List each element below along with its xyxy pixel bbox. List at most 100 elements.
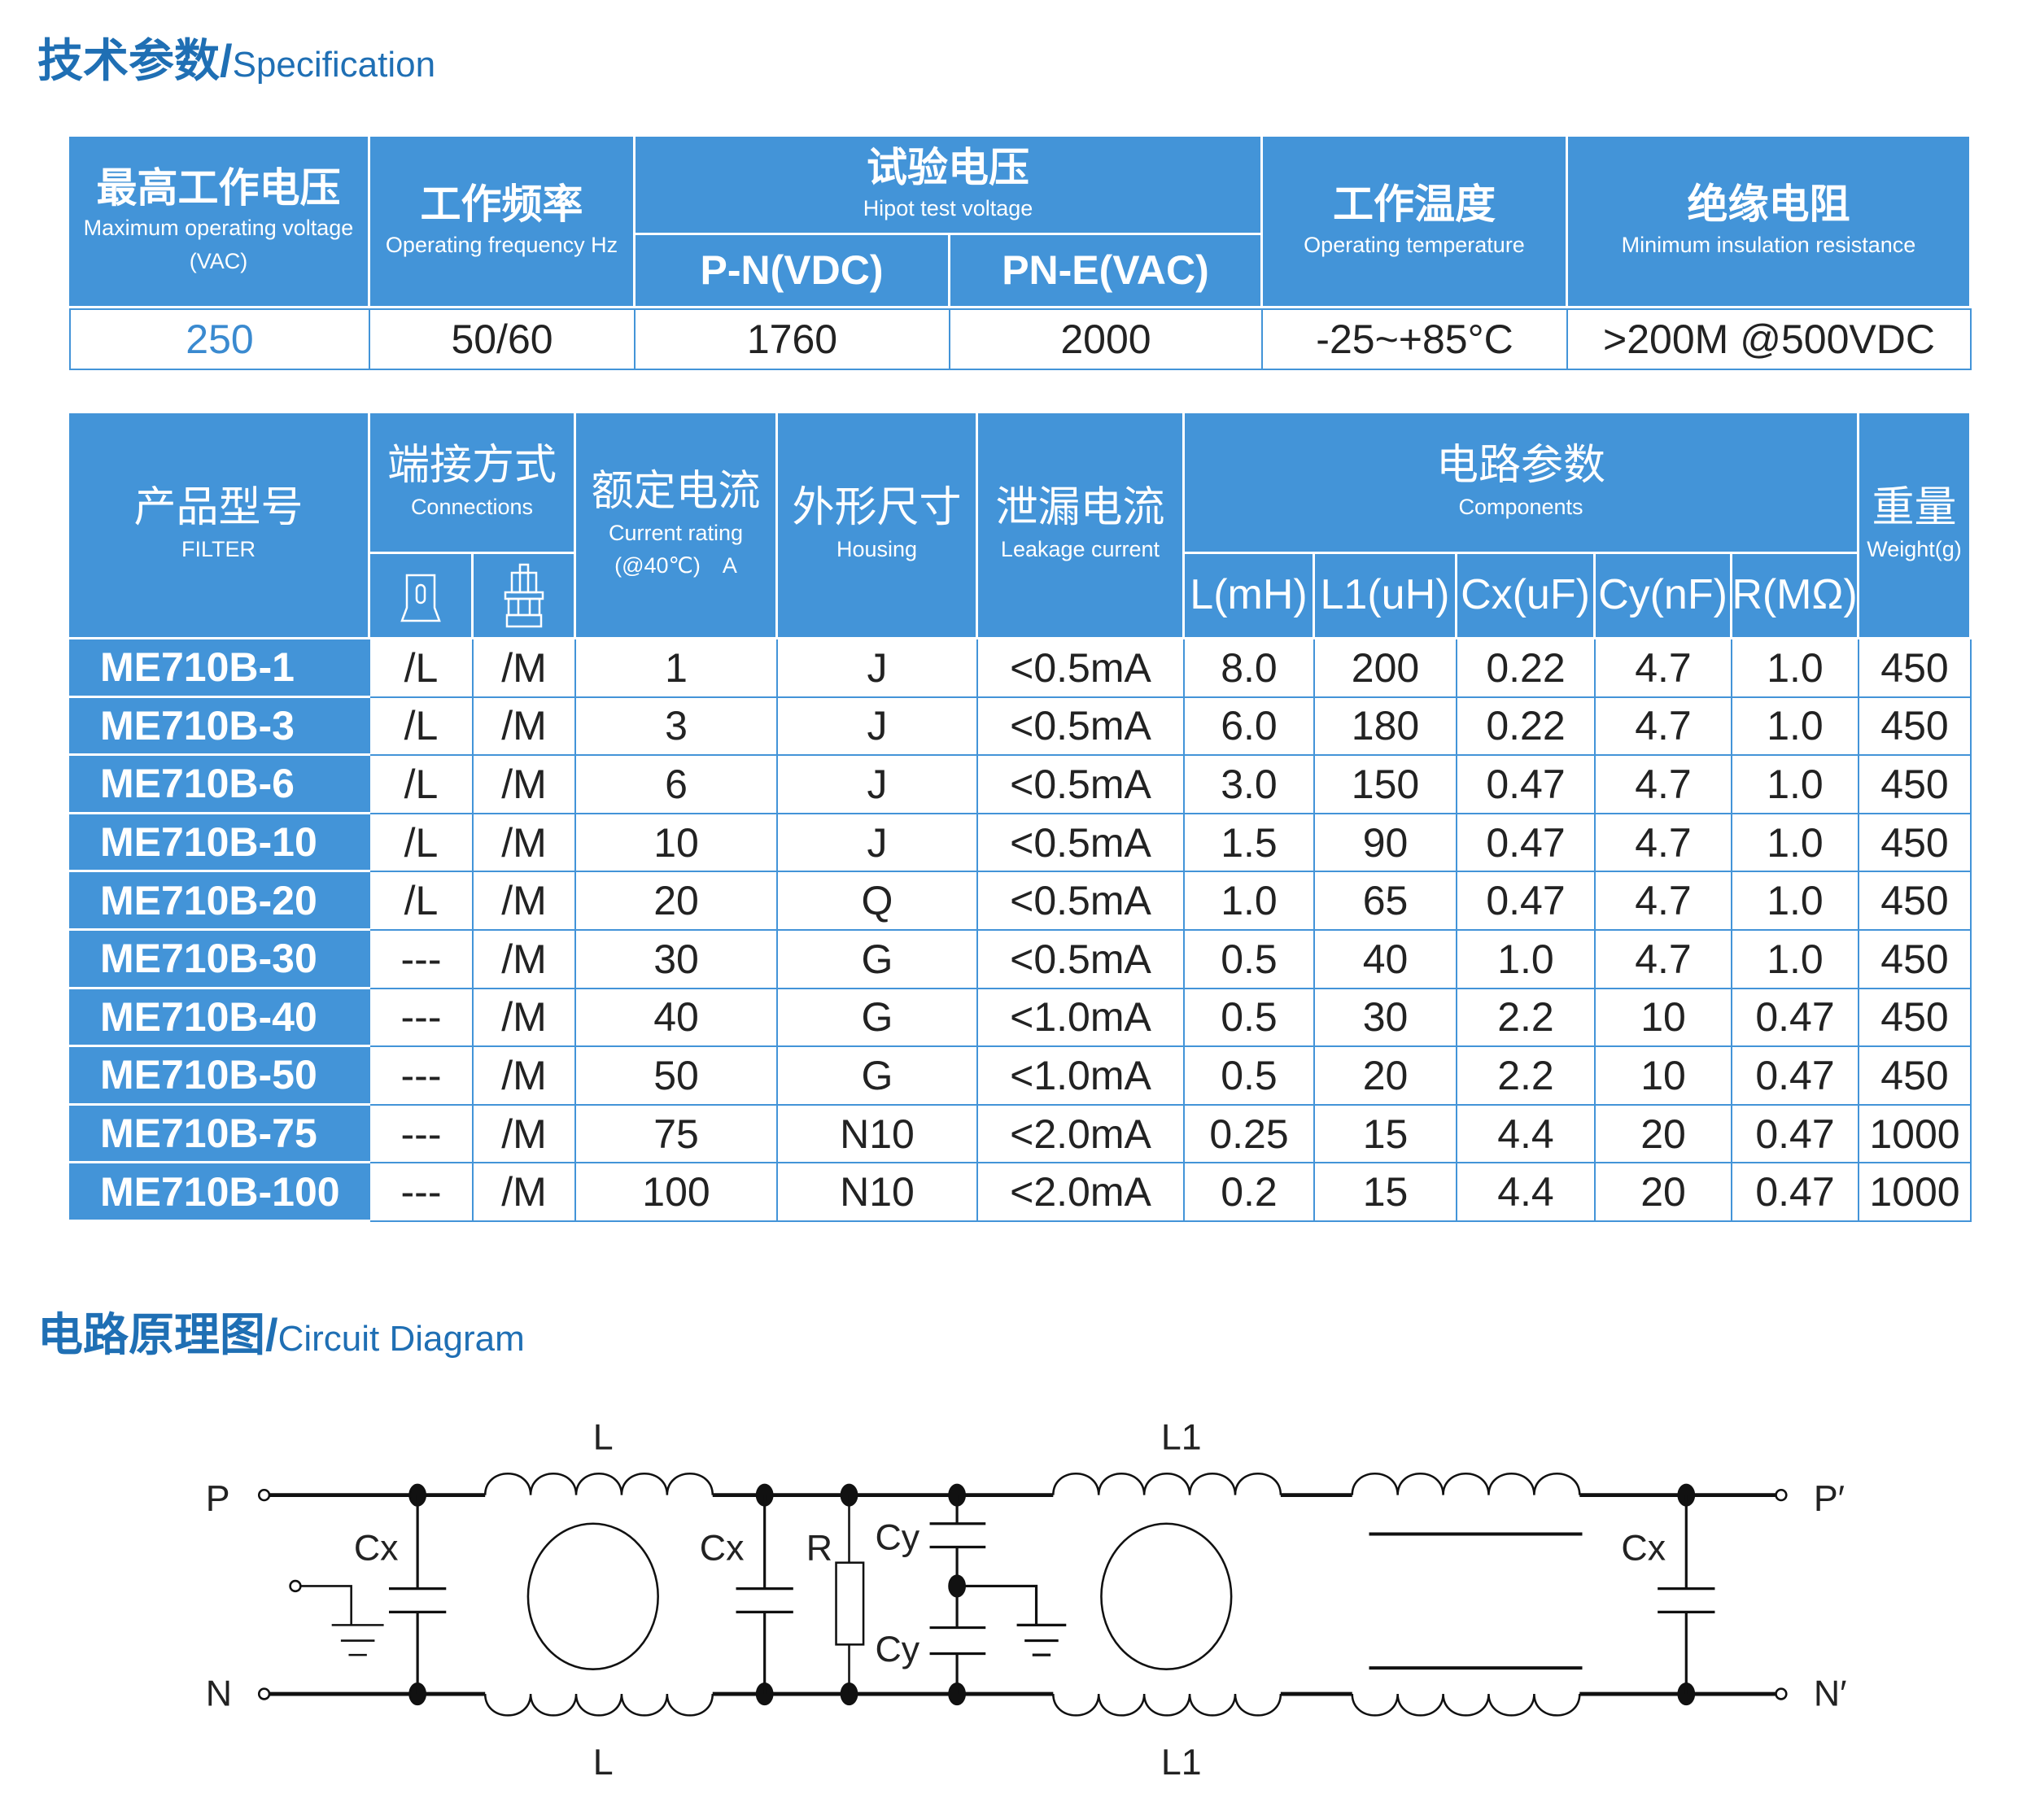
label-p: P xyxy=(206,1479,230,1519)
table-cell: 180 xyxy=(1315,697,1457,757)
cell-text: 0.47 xyxy=(1486,761,1566,807)
label-l-bottom: L xyxy=(593,1743,614,1783)
circuit-title: 电路原理图/Circuit Diagram xyxy=(37,1298,525,1364)
screw-terminal-icon xyxy=(474,554,576,639)
cell-text: <0.5mA xyxy=(1010,761,1151,807)
header-model: 产品型号 FILTER xyxy=(69,413,370,639)
cell-text: 1.0 xyxy=(1767,878,1824,924)
table-cell: 1000 xyxy=(1859,1105,1972,1164)
model-cell: ME710B-30 xyxy=(69,931,370,989)
table-cell: N10 xyxy=(778,1105,978,1164)
spec-value-text: 2000 xyxy=(1060,316,1151,362)
cell-text: 0.47 xyxy=(1755,1111,1835,1157)
cell-text: 65 xyxy=(1362,878,1409,924)
header-zh: 泄漏电流 xyxy=(995,484,1165,532)
table-cell: <2.0mA xyxy=(978,1105,1185,1164)
choke-lines xyxy=(1369,1532,1583,1670)
cell-text: 0.5 xyxy=(1221,1052,1278,1098)
cell-text: 450 xyxy=(1880,994,1949,1041)
sub-header: PN-E(VAC) xyxy=(1002,247,1209,293)
table-cell: /M xyxy=(474,1163,576,1222)
table-cell: 450 xyxy=(1859,931,1972,989)
cell-text: /M xyxy=(501,703,547,749)
header-en: Operating frequency Hz xyxy=(385,232,618,257)
table-cell: J xyxy=(778,697,978,757)
table-cell: /L xyxy=(370,814,474,873)
inductor xyxy=(483,1472,714,1495)
header-components: 电路参数 Components xyxy=(1185,413,1859,554)
cell-text: ME710B-10 xyxy=(100,819,317,866)
table-cell: 1.0 xyxy=(1732,639,1859,698)
table-cell: 90 xyxy=(1315,814,1457,873)
cell-text: <0.5mA xyxy=(1010,644,1151,691)
cell-text: G xyxy=(861,1052,893,1098)
table-cell: 50 xyxy=(576,1047,778,1106)
table-cell: 450 xyxy=(1859,756,1972,814)
label-l1-top: L1 xyxy=(1161,1418,1202,1458)
header-en: Weight(g) xyxy=(1867,537,1962,562)
table-cell: 30 xyxy=(1315,989,1457,1048)
table-cell: 0.25 xyxy=(1185,1105,1315,1164)
table-cell: /L xyxy=(370,872,474,931)
table-cell: 450 xyxy=(1859,697,1972,757)
label-l1-bottom: L1 xyxy=(1161,1743,1202,1783)
table-cell: 0.47 xyxy=(1732,1047,1859,1106)
cell-text: /L xyxy=(404,703,439,749)
header-zh: 端接方式 xyxy=(387,441,557,489)
header-current: 额定电流 Current rating (@40℃) A xyxy=(576,413,778,639)
table-cell: G xyxy=(778,1047,978,1106)
cell-text: 6 xyxy=(665,761,688,807)
table-cell: /M xyxy=(474,697,576,757)
cell-text: 15 xyxy=(1362,1111,1409,1157)
header-component-4: R(MΩ) xyxy=(1732,554,1859,639)
spec-value-text: 250 xyxy=(186,316,254,362)
table-cell: 4.7 xyxy=(1596,814,1732,873)
header-zh: 额定电流 xyxy=(591,468,761,516)
header-en: Minimum insulation resistance xyxy=(1621,232,1916,257)
table-cell: /M xyxy=(474,756,576,814)
label-cx-3: Cx xyxy=(1621,1529,1666,1569)
terminal-icon xyxy=(1775,1488,1788,1502)
header-zh: 绝缘电阻 xyxy=(1687,181,1850,227)
cell-text: 1.0 xyxy=(1497,936,1554,982)
cell-text: 4.7 xyxy=(1635,703,1692,749)
table-cell: 1.0 xyxy=(1732,814,1859,873)
cell-text: 1.0 xyxy=(1767,819,1824,866)
circuit-diagram: P N P′ N′ L L L1 L1 Cx Cx Cx R Cy Cy xyxy=(206,1418,1847,1783)
sub-header: Cy(nF) xyxy=(1598,571,1728,619)
table-cell: 6 xyxy=(576,756,778,814)
cell-text: <1.0mA xyxy=(1010,1052,1151,1098)
cell-text: 4.4 xyxy=(1497,1169,1554,1216)
cell-text: ME710B-20 xyxy=(100,877,317,923)
table-cell: 1.0 xyxy=(1732,756,1859,814)
spec-value: >200M @500VDC xyxy=(1568,308,1972,370)
inductor xyxy=(1052,1693,1282,1717)
spec-value: 250 xyxy=(69,308,370,370)
header-en: FILTER xyxy=(181,537,256,562)
spec-value: 1760 xyxy=(636,308,950,370)
cell-text: 450 xyxy=(1880,878,1949,924)
table-cell: 4.7 xyxy=(1596,697,1732,757)
table-cell: 450 xyxy=(1859,989,1972,1048)
table-cell: 3 xyxy=(576,697,778,757)
table-cell: /M xyxy=(474,872,576,931)
cell-text: 1000 xyxy=(1869,1169,1960,1216)
table-cell: --- xyxy=(370,1163,474,1222)
cell-text: 0.47 xyxy=(1755,994,1835,1041)
cell-text: 100 xyxy=(642,1169,710,1216)
cell-text: 3 xyxy=(665,703,688,749)
cell-text: G xyxy=(861,994,893,1041)
table-cell: --- xyxy=(370,989,474,1048)
table-cell: /M xyxy=(474,1047,576,1106)
cell-text: 30 xyxy=(1362,994,1409,1041)
cell-text: 450 xyxy=(1880,819,1949,866)
capacitor-cx xyxy=(388,1495,447,1695)
table-cell: 0.47 xyxy=(1732,1105,1859,1164)
table-cell: 1.0 xyxy=(1732,931,1859,989)
cell-text: /M xyxy=(501,878,547,924)
cell-text: --- xyxy=(400,1169,442,1216)
cell-text: 0.47 xyxy=(1486,819,1566,866)
table-cell: 0.22 xyxy=(1457,639,1596,698)
cell-text: 40 xyxy=(653,994,699,1041)
model-cell: ME710B-10 xyxy=(69,814,370,873)
